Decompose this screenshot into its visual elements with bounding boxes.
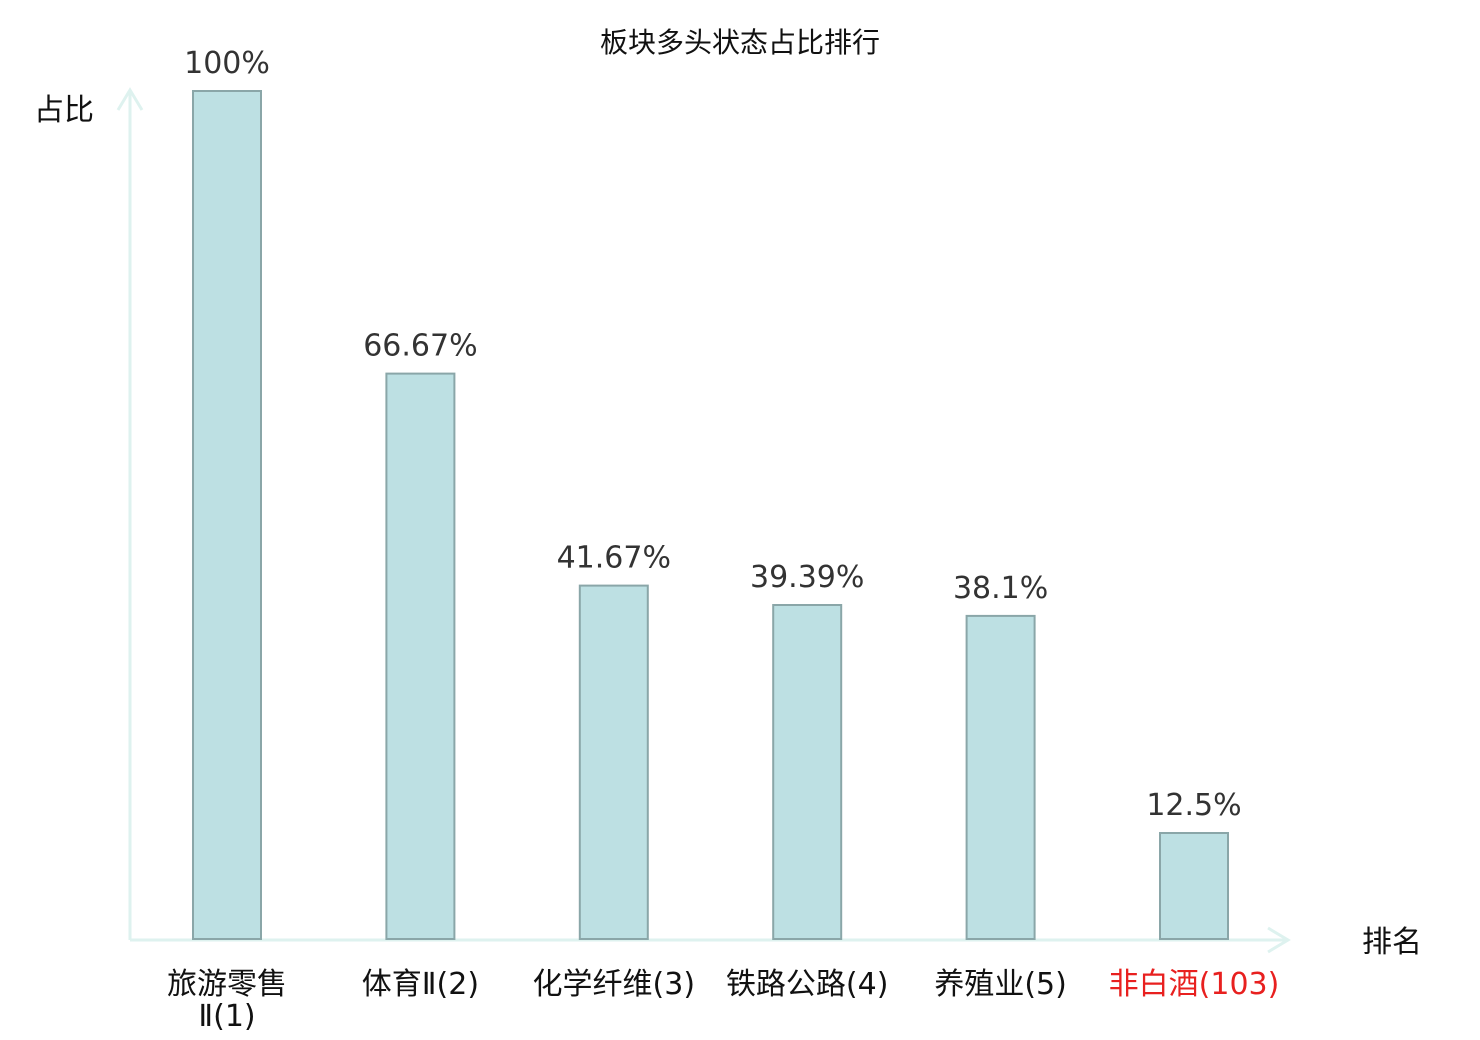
- bar-value-label: 100%: [184, 46, 270, 81]
- bar-value-label: 38.1%: [953, 571, 1048, 606]
- bar: [385, 372, 456, 941]
- x-tick-label: 化学纤维(3): [533, 967, 696, 1002]
- x-tick-label: 养殖业(5): [934, 967, 1067, 1002]
- bar-value-label: 12.5%: [1146, 788, 1241, 823]
- y-axis-label: 占比: [34, 93, 94, 128]
- bar: [965, 614, 1036, 941]
- x-axis-arrow: [1267, 926, 1291, 954]
- chart-title: 板块多头状态占比排行: [600, 26, 880, 59]
- x-tick-label: 体育Ⅱ(2): [362, 967, 479, 1002]
- x-tick-label: Ⅱ(1): [198, 999, 255, 1034]
- x-tick-label: 旅游零售: [167, 967, 287, 1002]
- y-axis-arrow: [116, 87, 144, 111]
- x-axis: 排名: [130, 925, 1422, 960]
- bar: [192, 90, 262, 940]
- bars-group: [192, 90, 1229, 941]
- bar-value-label: 41.67%: [557, 541, 671, 576]
- bar: [578, 584, 649, 940]
- x-axis-label: 排名: [1362, 925, 1422, 960]
- y-axis: 占比: [34, 87, 144, 940]
- bar: [1159, 832, 1229, 940]
- x-tick-label: 铁路公路(4): [726, 967, 889, 1002]
- value-labels-group: 100% 66.67% 41.67% 39.39% 38.1% 12.5%: [184, 46, 1242, 823]
- bar: [772, 604, 843, 940]
- bar-value-label: 39.39%: [750, 560, 864, 595]
- bar-value-label: 66.67%: [363, 329, 477, 364]
- x-tick-label: 非白酒(103): [1109, 967, 1280, 1002]
